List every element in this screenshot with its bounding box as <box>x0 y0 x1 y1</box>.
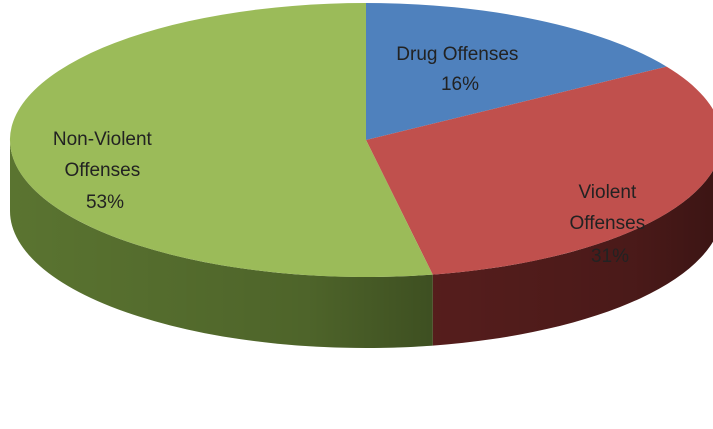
slice-label-violent-offenses-line-3: 31% <box>591 246 629 267</box>
slice-label-non-violent-offenses: Non-Violent Offenses 53% <box>53 129 157 213</box>
pie-labels: Drug Offenses 16% Violent Offenses 31% N… <box>53 44 651 267</box>
slice-label-non-violent-offenses-line-2: Offenses <box>65 160 141 181</box>
slice-label-drug-offenses-line-1: Drug Offenses <box>396 44 518 65</box>
slice-label-violent-offenses: Violent Offenses 31% <box>570 182 651 267</box>
pie-tops <box>9 2 713 277</box>
pie-side-shade-violent-offenses <box>432 170 713 346</box>
pie-slice-drug-offenses <box>366 3 667 140</box>
slice-label-non-violent-offenses-line-3: 53% <box>86 192 124 213</box>
pie-side-shade-non-violent-offenses <box>10 140 433 348</box>
pie-slice-violent-offenses <box>366 66 713 275</box>
slice-label-violent-offenses-line-2: Offenses <box>570 213 646 234</box>
slice-label-violent-offenses-line-1: Violent <box>578 182 636 203</box>
slice-label-drug-offenses: Drug Offenses 16% <box>396 44 523 95</box>
slice-label-non-violent-offenses-line-1: Non-Violent <box>53 129 153 150</box>
pie-slice-non-violent-offenses <box>9 2 433 277</box>
slice-label-drug-offenses-line-2: 16% <box>441 74 479 95</box>
pie-sides <box>10 140 713 348</box>
